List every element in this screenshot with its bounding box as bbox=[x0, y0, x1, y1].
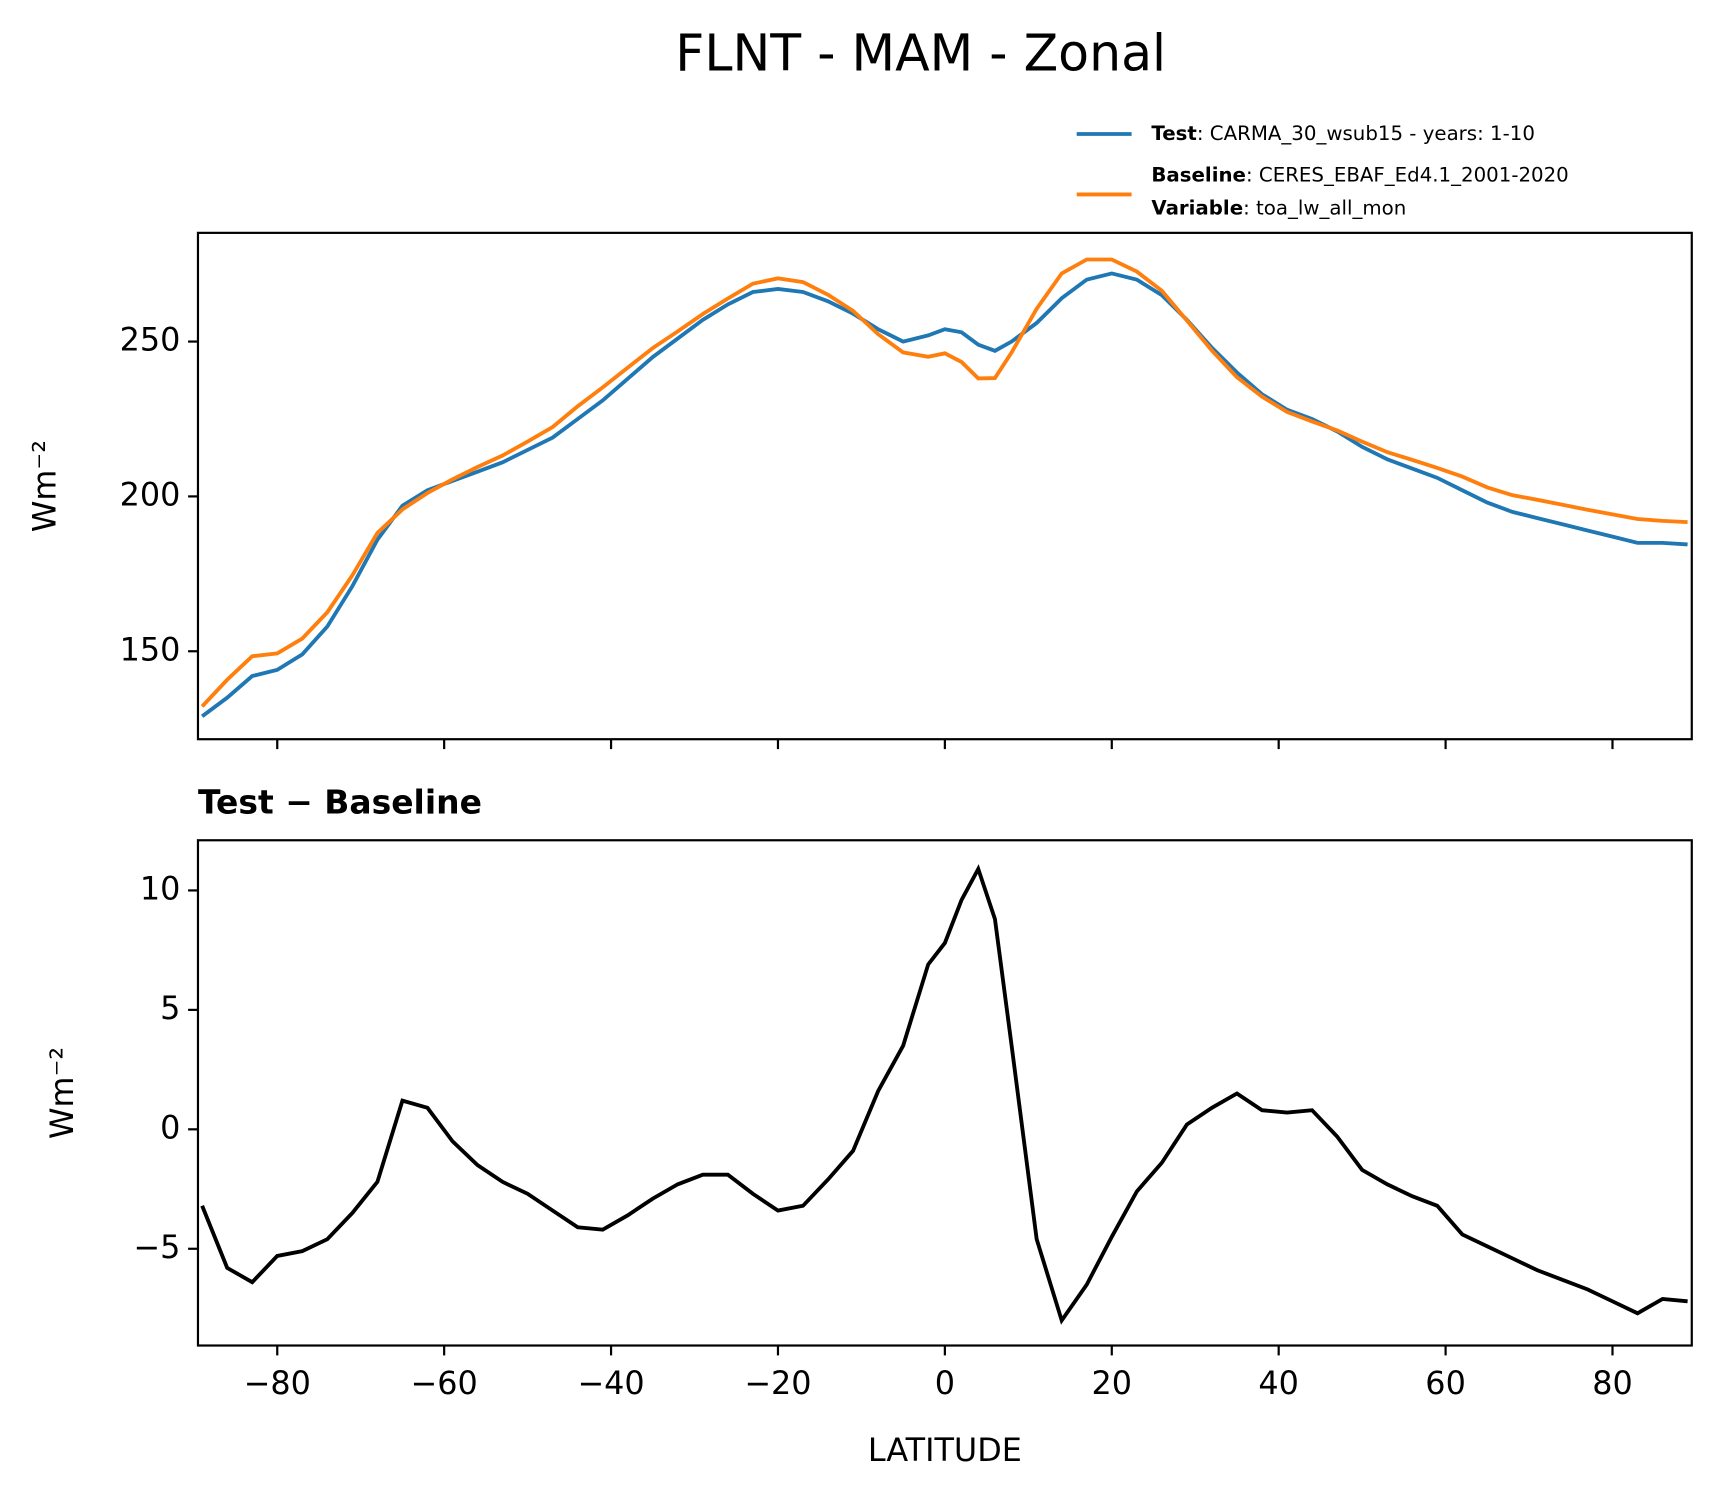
x-tick-label: −40 bbox=[577, 1364, 644, 1402]
legend-label: Baseline: CERES_EBAF_Ed4.1_2001-2020 bbox=[1151, 163, 1568, 186]
legend-description: : toa_lw_all_mon bbox=[1243, 196, 1406, 219]
y-axis-label: Wm⁻² bbox=[25, 440, 63, 532]
y-tick-label: 5 bbox=[160, 989, 180, 1027]
x-tick-label: 0 bbox=[935, 1364, 955, 1402]
y-axis-label: Wm⁻² bbox=[43, 1047, 81, 1139]
figure-title: FLNT - MAM - Zonal bbox=[675, 24, 1166, 83]
y-tick-label: 150 bbox=[120, 630, 181, 668]
axes-frame bbox=[196, 231, 1693, 741]
x-tick-label: −60 bbox=[411, 1364, 478, 1402]
y-tick-label: −5 bbox=[133, 1228, 180, 1266]
x-axis-label: LATITUDE bbox=[868, 1431, 1022, 1469]
x-tick-label: 40 bbox=[1258, 1364, 1299, 1402]
legend-description: : CERES_EBAF_Ed4.1_2001-2020 bbox=[1246, 163, 1569, 186]
y-tick-label: 250 bbox=[120, 321, 181, 359]
line-series bbox=[200, 257, 1688, 708]
legend-description: : CARMA_30_wsub15 - years: 1-10 bbox=[1197, 122, 1535, 145]
legend-name: Variable bbox=[1151, 196, 1243, 219]
x-tick-label: 60 bbox=[1425, 1364, 1466, 1402]
x-tick-label: −20 bbox=[744, 1364, 811, 1402]
y-tick-label: 200 bbox=[120, 475, 181, 513]
axes-frame bbox=[196, 839, 1693, 1347]
x-tick-label: 20 bbox=[1092, 1364, 1133, 1402]
x-tick-label: 80 bbox=[1592, 1364, 1633, 1402]
legend-name: Baseline bbox=[1151, 163, 1246, 186]
y-tick-label: 0 bbox=[160, 1108, 180, 1146]
legend-label: Variable: toa_lw_all_mon bbox=[1151, 196, 1406, 219]
legend-label: Test: CARMA_30_wsub15 - years: 1-10 bbox=[1151, 122, 1535, 145]
subplot-title: Test − Baseline bbox=[198, 783, 482, 822]
y-tick-label: 10 bbox=[140, 869, 181, 907]
x-tick-label: −80 bbox=[244, 1364, 311, 1402]
line-series bbox=[200, 864, 1688, 1325]
legend-name: Test bbox=[1151, 122, 1196, 145]
